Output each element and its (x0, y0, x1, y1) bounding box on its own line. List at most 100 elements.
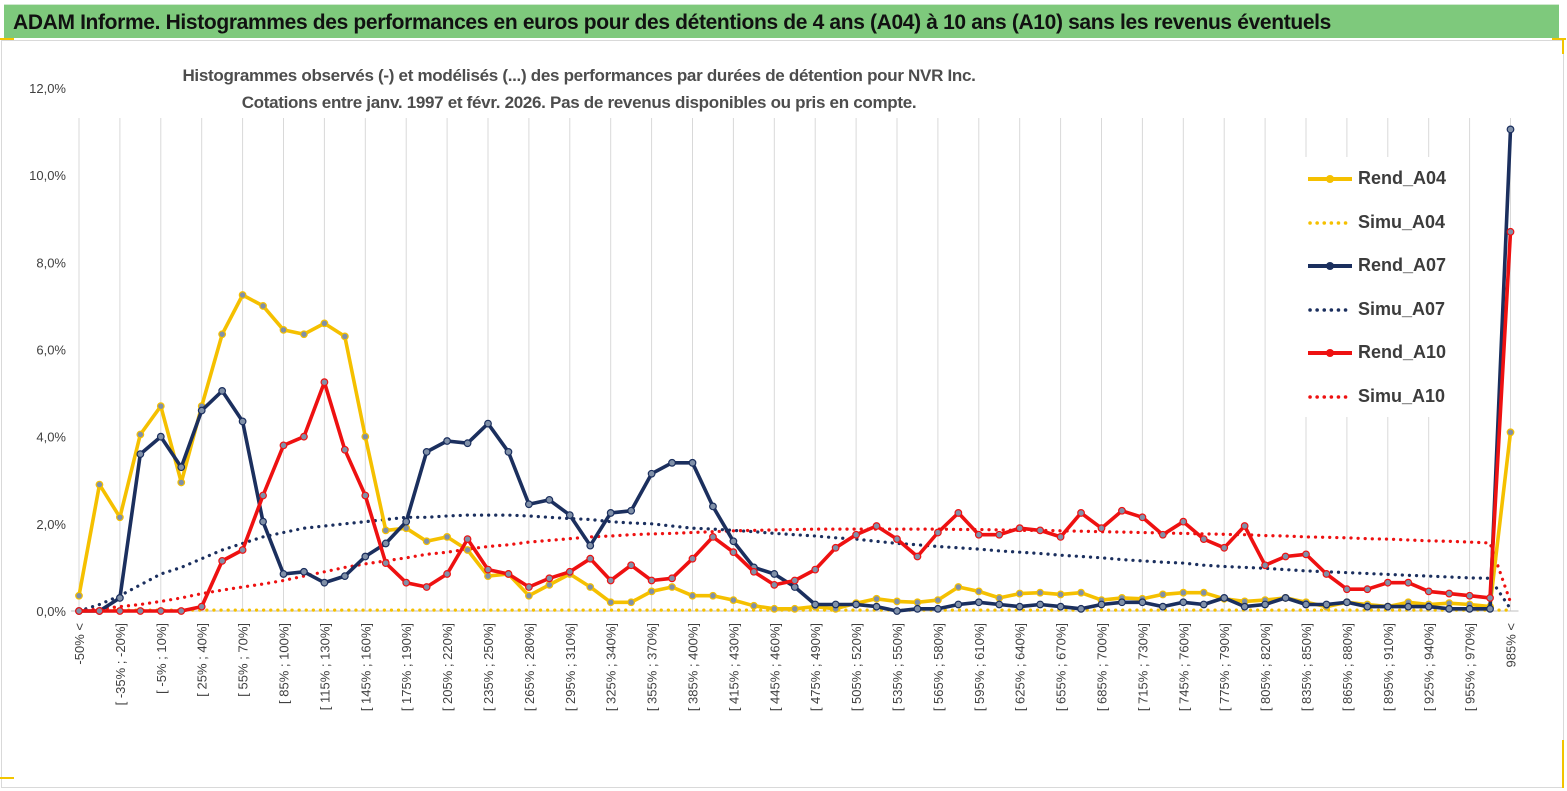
data-point-rend-a10 (770, 580, 779, 589)
data-point-rend-a10 (1240, 522, 1249, 530)
data-point-rend-a04 (934, 596, 942, 605)
data-point-rend-a04 (279, 325, 288, 334)
data-point-rend-a07 (606, 509, 615, 517)
data-point-rend-a10 (749, 567, 758, 576)
legend-label: Simu_A04 (1358, 211, 1446, 232)
data-point-rend-a07 (177, 463, 186, 472)
data-point-rend-a10 (1363, 585, 1372, 594)
data-point-rend-a10 (1036, 526, 1045, 535)
data-point-rend-a10 (1506, 227, 1515, 236)
data-point-rend-a10 (1342, 585, 1351, 594)
data-point-rend-a10 (995, 530, 1004, 539)
data-point-rend-a07 (586, 541, 595, 550)
x-tick-label: [ 265% ; 280%] (522, 623, 537, 711)
x-tick-label: [ 355% ; 370%] (645, 623, 660, 711)
data-point-rend-a10 (1322, 570, 1331, 578)
report-banner: ADAM Informe. Histogrammes des performan… (4, 4, 1559, 38)
data-point-rend-a10 (259, 491, 267, 500)
data-point-rend-a04 (156, 402, 165, 411)
corner-mark-top-right (1552, 38, 1566, 40)
x-tick-label: [ 805% ; 820%] (1258, 623, 1273, 711)
data-point-rend-a10 (1281, 552, 1290, 561)
data-point-rend-a07 (1056, 602, 1065, 611)
data-point-rend-a07 (1158, 602, 1167, 611)
x-tick-label: [ 895% ; 910%] (1381, 623, 1396, 711)
x-tick-label: [ 655% ; 670%] (1054, 623, 1069, 711)
data-point-rend-a04 (1179, 588, 1188, 597)
y-tick-label: 2,0% (36, 517, 66, 532)
data-point-rend-a10 (954, 509, 963, 517)
data-point-rend-a07 (1240, 602, 1249, 611)
data-point-rend-a10 (320, 378, 329, 387)
series-line-simu-a10 (77, 527, 1513, 613)
data-point-rend-a10 (1404, 578, 1413, 587)
data-point-rend-a10 (115, 607, 124, 615)
data-point-rend-a10 (197, 602, 206, 611)
data-point-rend-a10 (381, 559, 390, 567)
data-point-rend-a10 (402, 578, 411, 587)
data-point-rend-a10 (1199, 535, 1208, 543)
legend-swatch-dotted (1308, 307, 1352, 312)
data-point-rend-a07 (872, 602, 881, 611)
data-point-rend-a07 (1424, 602, 1433, 611)
data-point-rend-a07 (1015, 602, 1024, 611)
chart-subtitle: Cotations entre janv. 1997 et févr. 2026… (241, 93, 917, 112)
data-point-rend-a07 (361, 552, 370, 561)
data-point-rend-a07 (893, 607, 901, 615)
x-tick-label: [ 235% ; 250%] (481, 623, 496, 711)
data-point-rend-a10 (811, 565, 820, 574)
legend-swatch-solid (1308, 349, 1352, 357)
data-point-rend-a07 (668, 458, 676, 467)
legend-label: Rend_A10 (1358, 342, 1447, 362)
data-point-rend-a10 (790, 576, 799, 585)
data-point-rend-a10 (156, 607, 165, 615)
data-point-rend-a07 (484, 419, 492, 428)
data-point-rend-a10 (1138, 513, 1147, 522)
legend-label: Simu_A10 (1358, 385, 1446, 406)
chart-title-block: Histogrammes observés (-) et modélisés (… (150, 62, 1008, 116)
data-point-rend-a04 (1158, 590, 1167, 599)
data-point-rend-a07 (1220, 594, 1229, 602)
data-point-rend-a10 (422, 583, 431, 591)
data-point-rend-a07 (1342, 598, 1351, 607)
x-tick-label: [ 625% ; 640%] (1013, 623, 1028, 711)
chart-frame (1, 40, 1564, 788)
data-point-rend-a07 (340, 572, 349, 581)
data-point-rend-a07 (831, 600, 840, 609)
data-point-rend-a07 (974, 598, 983, 607)
data-point-rend-a10 (586, 554, 595, 563)
x-tick-label: [ 145% ; 160%] (358, 623, 373, 711)
chart-legend: Rend_A04 Simu_A04 Rend_A07 Simu_A07 Rend_A10… (1296, 157, 1458, 417)
x-tick-label: [ 55% ; 70%] (236, 623, 251, 697)
data-point-rend-a07 (218, 387, 227, 395)
data-point-rend-a07 (259, 517, 267, 526)
data-point-rend-a04 (1199, 588, 1208, 597)
data-point-rend-a04 (893, 597, 901, 606)
data-point-rend-a04 (177, 478, 186, 487)
data-point-rend-a10 (831, 543, 840, 552)
data-point-rend-a04 (136, 430, 145, 439)
data-point-rend-a10 (1077, 509, 1085, 517)
data-point-rend-a07 (320, 578, 329, 587)
data-point-rend-a07 (1261, 600, 1269, 609)
data-point-rend-a04 (238, 291, 247, 299)
data-point-rend-a07 (913, 604, 922, 613)
data-point-rend-a10 (136, 607, 145, 615)
data-point-rend-a10 (300, 432, 308, 441)
data-point-rend-a04 (443, 533, 452, 541)
data-point-rend-a10 (627, 561, 636, 570)
data-point-rend-a07 (422, 448, 431, 456)
data-point-rend-a07 (156, 432, 165, 441)
data-point-rend-a07 (1445, 604, 1454, 613)
x-tick-label: [ 445% ; 460%] (767, 623, 782, 711)
data-point-rend-a10 (279, 441, 288, 450)
data-point-rend-a10 (709, 533, 717, 541)
data-point-rend-a04 (1056, 590, 1065, 599)
data-point-rend-a04 (872, 594, 881, 603)
x-tick-label: [ 175% ; 190%] (399, 623, 414, 711)
data-point-rend-a07 (279, 570, 288, 578)
x-tick-label: [ 85% ; 100%] (277, 623, 292, 704)
data-point-rend-a07 (1036, 600, 1045, 609)
x-tick-label: -50% < (72, 623, 87, 665)
x-tick-label: [ 325% ; 340%] (604, 623, 619, 711)
